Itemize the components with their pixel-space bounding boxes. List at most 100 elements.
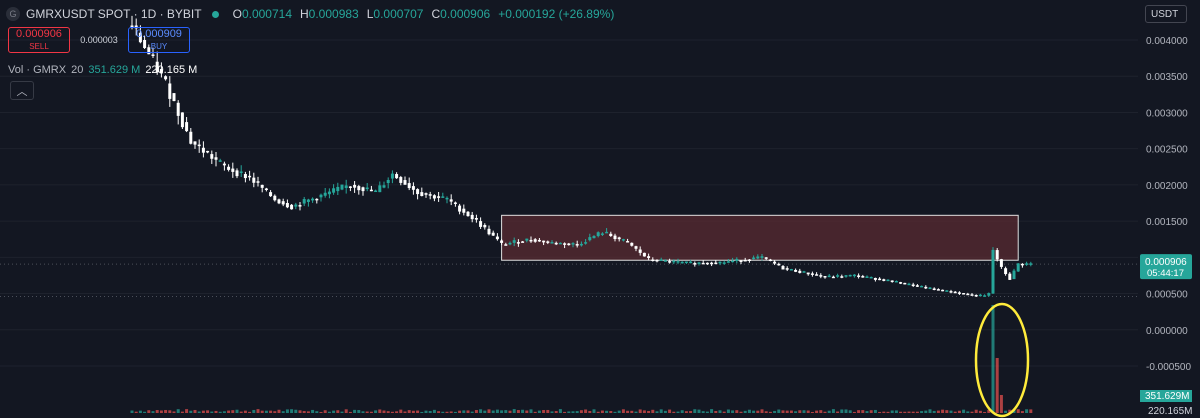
volume-bar (571, 411, 575, 413)
candle-body (260, 184, 264, 188)
volume-bar (949, 410, 953, 413)
volume-bar (676, 411, 680, 413)
volume-bar (861, 410, 865, 413)
candle-body (579, 243, 583, 246)
candle-body (252, 177, 256, 183)
candle-body (588, 237, 592, 241)
candle-body (508, 242, 512, 245)
candle-body (340, 184, 344, 190)
candle-body (882, 279, 886, 281)
symbol-icon[interactable]: G (6, 7, 20, 21)
collapse-legend-button[interactable]: ︿ (10, 81, 34, 100)
candle-body (781, 266, 785, 270)
candle-body (159, 68, 163, 74)
y-tick-label: 0.002000 (1146, 181, 1188, 192)
candle-body (915, 285, 919, 287)
volume-ma-axis-label: 220.165M (1148, 406, 1192, 417)
candle-body (273, 195, 277, 201)
candle-body (945, 290, 949, 292)
volume-highlight (974, 302, 1030, 418)
volume-bar (617, 410, 621, 413)
candle-body (605, 231, 609, 234)
volume-bar (441, 411, 445, 413)
volume-bar (924, 410, 928, 413)
candle-body (495, 236, 499, 240)
volume-bar (764, 411, 768, 413)
candle-body (676, 261, 680, 263)
volume-bar (470, 411, 474, 413)
volume-bar (819, 410, 823, 413)
candle-body (453, 202, 457, 204)
volume-bar (403, 411, 407, 413)
volume-bar (882, 411, 886, 413)
candle-body (222, 163, 226, 166)
candle-body (353, 184, 357, 188)
candle-body (668, 261, 672, 263)
symbol-title[interactable]: GMRXUSDT SPOT · 1D · BYBIT (26, 7, 202, 21)
buy-button[interactable]: 0.000909 BUY (128, 27, 190, 53)
candle-body (743, 259, 747, 262)
volume-bar (516, 410, 520, 413)
volume-bar (869, 410, 873, 413)
candle-body (315, 198, 319, 201)
candle-body (584, 242, 588, 244)
volume-bar (277, 409, 281, 413)
currency-label: USDT (1151, 8, 1179, 20)
volume-bar (256, 409, 260, 413)
volume-bar (302, 411, 306, 413)
volume-bar (260, 410, 264, 413)
candle-body (487, 228, 491, 235)
volume-bar (655, 411, 659, 413)
volume-bar (844, 409, 848, 413)
candle-body (764, 257, 768, 259)
candle-body (147, 47, 151, 55)
volume-bar (269, 410, 273, 413)
candle-body (306, 199, 310, 202)
volume-bar (143, 411, 147, 413)
volume-bar (899, 411, 903, 413)
volume-bars (130, 305, 1033, 413)
candle-body (823, 276, 827, 278)
volume-bar (810, 411, 814, 413)
volume-bar (1025, 409, 1029, 413)
candle-body (1029, 263, 1033, 265)
volume-bar (953, 411, 957, 413)
zone-rect (501, 214, 1019, 261)
volume-bar (474, 410, 478, 413)
volume-bar (928, 409, 932, 413)
change-value: +0.000192 (+26.89%) (498, 7, 615, 21)
candle-body (785, 268, 789, 270)
volume-bar (189, 410, 193, 413)
volume-bar (248, 411, 252, 413)
currency-select[interactable]: USDT (1145, 5, 1187, 23)
candle-body (966, 293, 970, 296)
volume-bar (995, 358, 999, 413)
volume-bar (752, 410, 756, 413)
volume-bar (630, 410, 634, 413)
candle-body (684, 261, 688, 264)
volume-bar (374, 410, 378, 413)
volume-bar (206, 410, 210, 413)
volume-bar (294, 409, 298, 413)
volume-bar (739, 411, 743, 413)
candle-body (794, 269, 798, 272)
volume-bar (659, 409, 663, 413)
volume-bar (987, 409, 991, 413)
candle-body (1012, 270, 1016, 280)
volume-legend[interactable]: Vol · GMRX 20 351.629 M 220.165 M (8, 64, 197, 76)
volume-bar (306, 411, 310, 413)
candle-body (369, 189, 373, 192)
candle-body (731, 260, 735, 263)
volume-bar (273, 411, 277, 413)
sell-label: SELL (29, 41, 49, 51)
volume-bar (348, 411, 352, 413)
volume-bar (550, 411, 554, 413)
candle-body (189, 131, 193, 144)
sell-button[interactable]: 0.000906 SELL (8, 27, 70, 53)
volume-bar (491, 410, 495, 413)
volume-bar (500, 410, 504, 413)
volume-bar (697, 409, 701, 413)
candle-body (932, 288, 936, 290)
buy-label: BUY (150, 41, 168, 51)
